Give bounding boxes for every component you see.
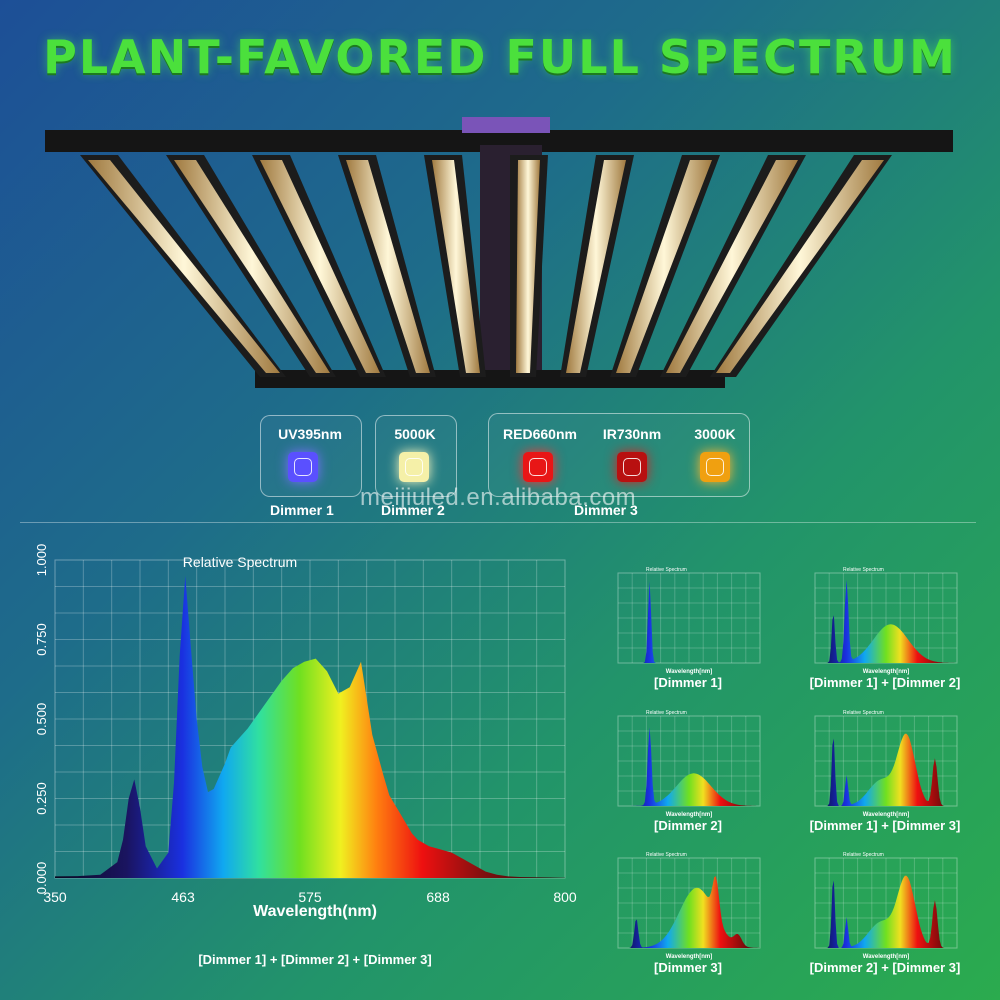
led-bar-light bbox=[260, 160, 380, 373]
dimmer1-label: Dimmer 1 bbox=[270, 502, 334, 518]
x-tick-label: 463 bbox=[171, 889, 195, 905]
thumb-title: Relative Spectrum bbox=[646, 710, 687, 716]
channel-3000k-label: 3000K bbox=[694, 426, 736, 442]
headline: PLANT-FAVORED FULL SPECTRUM bbox=[43, 30, 957, 84]
thumb-x-label: Wavelength[nm] bbox=[863, 812, 909, 818]
y-tick-label: 1.000 bbox=[34, 544, 49, 577]
led-bar-light bbox=[516, 160, 540, 373]
channel-red660-label: RED660nm bbox=[503, 426, 577, 442]
thumb-spectrum-area bbox=[618, 727, 760, 806]
thumbnail-spectrum-chart: Relative Spectrum Wavelength[nm] bbox=[814, 710, 958, 818]
x-tick-label: 575 bbox=[298, 889, 322, 905]
thumb-x-label: Wavelength[nm] bbox=[666, 669, 712, 675]
white-5000k-led-icon bbox=[399, 452, 429, 482]
thumbnail-spectrum-chart: Relative Spectrum Wavelength[nm] bbox=[814, 852, 958, 960]
thumbnail-caption: [Dimmer 1] + [Dimmer 3] bbox=[809, 818, 961, 833]
fixture-top-rail bbox=[45, 130, 953, 152]
thumbnail-spectrum-chart: Relative Spectrum Wavelength[nm] bbox=[617, 567, 761, 675]
uv-led-icon bbox=[288, 452, 318, 482]
main-chart-caption: [Dimmer 1] + [Dimmer 2] + [Dimmer 3] bbox=[198, 952, 432, 967]
channel-ir730-label: IR730nm bbox=[602, 426, 662, 442]
y-tick-label: 0.750 bbox=[34, 623, 49, 656]
led-bar-light bbox=[432, 160, 480, 373]
y-tick-label: 0.250 bbox=[34, 782, 49, 815]
warm-3000k-led-icon bbox=[700, 452, 730, 482]
thumbnail-caption: [Dimmer 1] bbox=[654, 675, 722, 690]
section-divider bbox=[20, 522, 976, 523]
led-bar-light bbox=[666, 160, 798, 373]
thumbnail-caption: [Dimmer 2] bbox=[654, 818, 722, 833]
thumb-spectrum-area bbox=[618, 876, 760, 948]
channel-5000k-label: 5000K bbox=[394, 426, 436, 442]
ir730-led-icon bbox=[617, 452, 647, 482]
thumbnail-caption: [Dimmer 2] + [Dimmer 3] bbox=[809, 960, 961, 975]
thumb-spectrum-area bbox=[815, 875, 957, 948]
spectrum-area bbox=[55, 575, 565, 878]
thumb-x-label: Wavelength[nm] bbox=[666, 954, 712, 960]
led-bar-light bbox=[616, 160, 712, 373]
thumb-title: Relative Spectrum bbox=[646, 852, 687, 858]
thumbnail-spectrum-chart: Relative Spectrum Wavelength[nm] bbox=[617, 852, 761, 960]
thumb-spectrum-area bbox=[815, 579, 957, 663]
y-tick-label: 0.000 bbox=[34, 862, 49, 895]
led-bar-light bbox=[88, 160, 280, 373]
dimmer2-label: Dimmer 2 bbox=[381, 502, 445, 518]
thumbnail-spectrum-chart: Relative Spectrum Wavelength[nm] bbox=[617, 710, 761, 818]
thumb-title: Relative Spectrum bbox=[843, 852, 884, 858]
thumb-x-label: Wavelength[nm] bbox=[666, 812, 712, 818]
relative-spectrum-chart: Relative Spectrum 350 463 575 688 800 0.000 0.… bbox=[34, 544, 577, 920]
led-bar-light bbox=[174, 160, 330, 373]
thumbnail-caption: [Dimmer 3] bbox=[654, 960, 722, 975]
thumb-x-label: Wavelength[nm] bbox=[863, 954, 909, 960]
led-bar-light bbox=[566, 160, 626, 373]
led-bar-light bbox=[346, 160, 430, 373]
thumb-title: Relative Spectrum bbox=[843, 710, 884, 716]
thumb-x-label: Wavelength[nm] bbox=[863, 669, 909, 675]
thumb-title: Relative Spectrum bbox=[646, 567, 687, 573]
x-tick-label: 688 bbox=[426, 889, 450, 905]
y-tick-label: 0.500 bbox=[34, 703, 49, 736]
red660-led-icon bbox=[523, 452, 553, 482]
led-fixture-illustration bbox=[45, 117, 953, 388]
dimmer3-label: Dimmer 3 bbox=[574, 502, 638, 518]
dimmer1-box bbox=[260, 415, 362, 497]
led-bar-light bbox=[716, 160, 884, 373]
x-tick-label: 350 bbox=[43, 889, 67, 905]
thumbnail-spectrum-chart: Relative Spectrum Wavelength[nm] bbox=[814, 567, 958, 675]
thumb-title: Relative Spectrum bbox=[843, 567, 884, 573]
x-tick-label: 800 bbox=[553, 889, 577, 905]
channel-uv-label: UV395nm bbox=[278, 426, 342, 442]
chart-title: Relative Spectrum bbox=[183, 554, 297, 570]
thumb-spectrum-area bbox=[815, 733, 957, 806]
x-axis-label: Wavelength(nm) bbox=[253, 903, 377, 920]
driver-top bbox=[462, 117, 550, 133]
thumbnail-caption: [Dimmer 1] + [Dimmer 2] bbox=[809, 675, 961, 690]
